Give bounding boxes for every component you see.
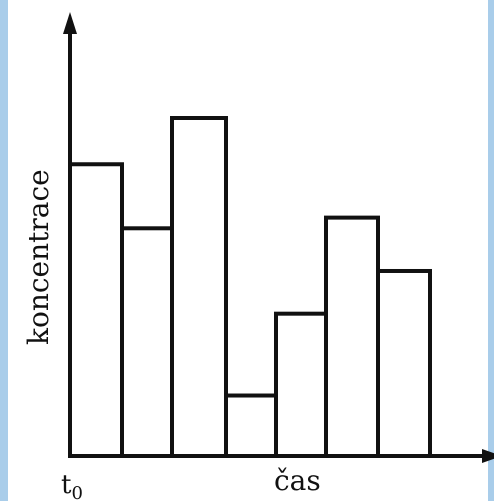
x-origin-subscript: 0 <box>71 483 82 501</box>
x-axis-label: čas <box>274 464 321 497</box>
bar-3 <box>172 118 226 456</box>
x-origin-label: t0 <box>61 470 83 501</box>
histogram-chart: koncentrace t0 čas <box>8 0 494 501</box>
y-axis-label: koncentrace <box>22 169 55 345</box>
x-axis-arrow <box>482 449 494 463</box>
bar-5 <box>276 314 326 456</box>
bar-6 <box>326 218 378 456</box>
bar-4 <box>226 396 276 456</box>
bars-group <box>70 118 430 456</box>
bar-2 <box>122 228 172 456</box>
bar-1 <box>70 164 122 456</box>
bar-7 <box>378 271 430 456</box>
y-axis-arrow <box>63 12 77 34</box>
